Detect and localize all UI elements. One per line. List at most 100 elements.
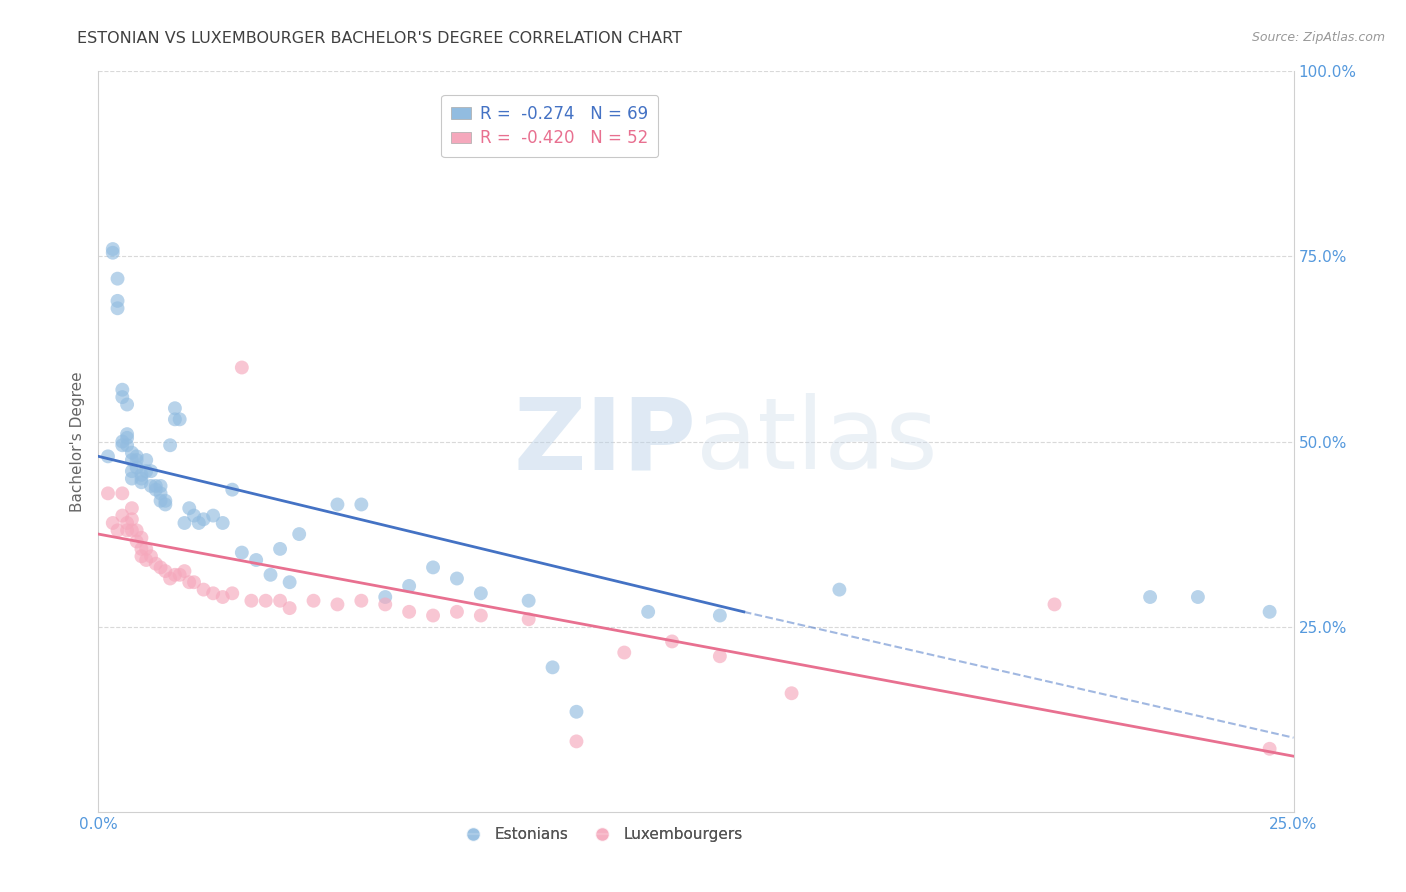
Point [1139,590,1161,604]
Point [149,560,172,574]
Point [202,508,225,523]
Point [107,293,129,308]
Point [173,564,195,578]
Point [131,531,153,545]
Point [139,549,162,564]
Point [155,493,177,508]
Point [179,575,201,590]
Point [565,705,588,719]
Point [155,498,177,512]
Point [135,464,157,478]
Point [125,460,148,475]
Point [149,479,172,493]
Point [131,541,153,556]
Point [269,593,291,607]
Point [139,464,162,478]
Point [101,245,124,260]
Point [374,598,396,612]
Point [159,572,181,586]
Point [163,401,186,416]
Point [97,486,120,500]
Text: ESTONIAN VS LUXEMBOURGER BACHELOR'S DEGREE CORRELATION CHART: ESTONIAN VS LUXEMBOURGER BACHELOR'S DEGR… [77,31,682,46]
Point [422,560,444,574]
Point [145,479,167,493]
Point [422,608,444,623]
Point [221,483,243,497]
Point [115,524,138,538]
Point [565,734,588,748]
Point [202,586,225,600]
Point [187,516,209,530]
Point [613,646,636,660]
Point [149,493,172,508]
Point [637,605,659,619]
Point [125,453,148,467]
Point [111,438,134,452]
Point [709,649,731,664]
Point [259,567,281,582]
Point [121,524,143,538]
Point [446,572,468,586]
Point [131,467,153,482]
Point [517,593,540,607]
Point [183,508,205,523]
Point [470,586,492,600]
Point [278,601,301,615]
Point [240,593,263,607]
Text: ZIP: ZIP [513,393,696,490]
Point [231,360,253,375]
Point [97,450,120,464]
Point [211,516,233,530]
Point [245,553,267,567]
Point [446,605,468,619]
Point [326,598,349,612]
Point [101,242,124,256]
Point [101,516,124,530]
Point [231,546,253,560]
Point [326,498,349,512]
Text: atlas: atlas [696,393,938,490]
Point [398,579,420,593]
Point [121,512,143,526]
Point [288,527,311,541]
Point [107,271,129,285]
Point [125,450,148,464]
Point [193,512,215,526]
Point [135,553,157,567]
Point [121,501,143,516]
Point [541,660,564,674]
Point [828,582,851,597]
Point [107,524,129,538]
Point [135,541,157,556]
Point [470,608,492,623]
Point [302,593,325,607]
Point [169,567,191,582]
Point [125,524,148,538]
Point [131,471,153,485]
Point [139,479,162,493]
Point [269,541,291,556]
Point [374,590,396,604]
Point [115,516,138,530]
Point [121,445,143,459]
Point [111,434,134,449]
Point [398,605,420,619]
Point [1258,741,1281,756]
Point [709,608,731,623]
Point [115,398,138,412]
Point [211,590,233,604]
Point [159,438,181,452]
Point [780,686,803,700]
Point [1258,605,1281,619]
Point [661,634,683,648]
Point [173,516,195,530]
Point [169,412,191,426]
Point [1187,590,1209,604]
Point [115,431,138,445]
Point [111,390,134,404]
Legend: Estonians, Luxembourgers: Estonians, Luxembourgers [451,822,749,848]
Point [145,483,167,497]
Point [115,438,138,452]
Point [149,486,172,500]
Text: Source: ZipAtlas.com: Source: ZipAtlas.com [1251,31,1385,45]
